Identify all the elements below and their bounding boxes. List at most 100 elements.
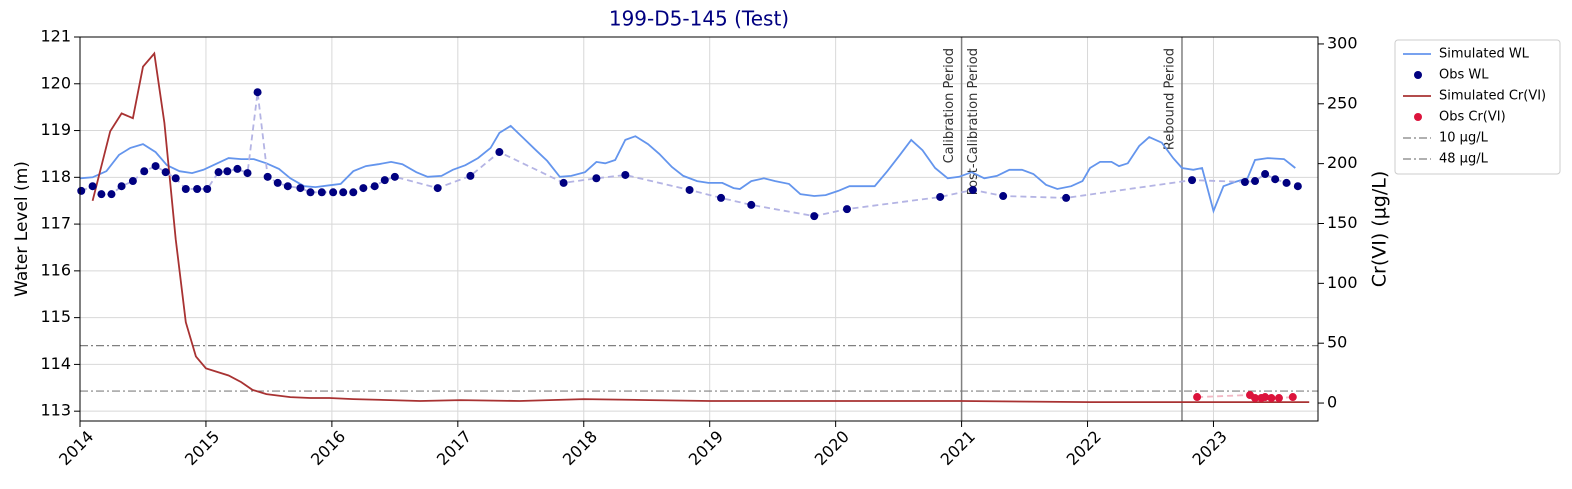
obs-point <box>1288 393 1297 402</box>
obs-point <box>317 188 326 197</box>
y2-tick-label: 150 <box>1327 213 1358 232</box>
y2-tick-label: 50 <box>1327 333 1347 352</box>
period-label: Post-Calibration Period <box>966 48 981 195</box>
x-tick-label: 2021 <box>937 427 979 469</box>
y-tick-label: 115 <box>40 307 71 326</box>
legend-label: 48 µg/L <box>1439 152 1489 167</box>
y-tick-label: 114 <box>40 354 71 373</box>
obs-point <box>203 185 212 194</box>
obs-point <box>128 177 137 186</box>
period-label: Rebound Period <box>1162 48 1177 150</box>
obs-point <box>214 168 223 177</box>
obs-point <box>161 168 170 177</box>
obs-point <box>968 185 977 194</box>
chart-title: 199-D5-145 (Test) <box>609 7 789 31</box>
obs-point <box>306 188 315 197</box>
obs-point <box>339 188 348 197</box>
obs-point <box>243 169 252 178</box>
y-tick-label: 113 <box>40 401 71 420</box>
x-tick-label: 2023 <box>1189 427 1231 469</box>
obs-point <box>223 167 232 176</box>
x-tick-label: 2020 <box>811 427 853 469</box>
obs-point <box>253 88 262 97</box>
obs-point <box>1267 394 1276 403</box>
legend-box <box>1394 39 1561 175</box>
y2-tick-label: 200 <box>1327 153 1358 172</box>
y-tick-label: 119 <box>40 120 71 139</box>
obs-point <box>390 172 399 181</box>
obs-point <box>97 190 106 199</box>
obs-point <box>380 176 389 185</box>
obs-point <box>1274 394 1283 403</box>
obs-point <box>273 178 282 187</box>
obs-point <box>621 170 630 179</box>
obs-point <box>88 182 97 191</box>
obs-point <box>233 164 242 173</box>
obs-point <box>999 192 1008 201</box>
legend-marker <box>1414 71 1422 79</box>
obs-point <box>140 167 149 176</box>
y-tick-label: 118 <box>40 167 71 186</box>
obs-point <box>107 190 116 199</box>
x-tick-label: 2018 <box>559 427 601 469</box>
obs-point <box>77 186 86 195</box>
obs-point <box>1293 182 1302 191</box>
obs-point <box>592 174 601 183</box>
y-tick-label: 120 <box>40 73 71 92</box>
obs-point <box>685 185 694 194</box>
legend-label: Simulated Cr(VI) <box>1439 89 1546 104</box>
y2-tick-label: 100 <box>1327 273 1358 292</box>
y2-axis-label: Cr(VI) (µg/L) <box>1369 171 1391 288</box>
obs-point <box>747 200 756 209</box>
x-tick-label: 2019 <box>685 427 727 469</box>
legend-label: 10 µg/L <box>1439 131 1489 146</box>
obs-point <box>466 171 475 180</box>
series-line <box>79 124 1296 214</box>
obs-point <box>370 182 379 191</box>
obs-point <box>1261 170 1270 179</box>
y2-tick-label: 0 <box>1327 393 1337 412</box>
obs-point <box>349 188 358 197</box>
obs-point <box>717 193 726 202</box>
obs-point <box>296 184 305 193</box>
obs-point <box>181 185 190 194</box>
y-tick-label: 116 <box>40 260 71 279</box>
x-tick-label: 2016 <box>307 427 349 469</box>
obs-point <box>810 212 819 221</box>
obs-point <box>433 184 442 193</box>
obs-point <box>263 172 272 181</box>
obs-point <box>151 162 160 171</box>
x-tick-label: 2017 <box>433 427 475 469</box>
plot-frame <box>79 36 1319 422</box>
obs-point <box>1251 394 1260 403</box>
obs-point <box>171 174 180 183</box>
legend-label: Simulated WL <box>1439 47 1530 62</box>
legend-label: Obs Cr(VI) <box>1439 110 1506 125</box>
y-tick-label: 117 <box>40 214 71 233</box>
obs-point <box>1261 393 1270 402</box>
x-tick-label: 2022 <box>1063 427 1105 469</box>
x-tick-label: 2015 <box>181 427 223 469</box>
obs-point <box>1062 193 1071 202</box>
legend-marker <box>1414 113 1422 121</box>
obs-point <box>1193 393 1202 402</box>
y-tick-label: 121 <box>40 27 71 46</box>
obs-point <box>1251 177 1260 186</box>
obs-point <box>842 205 851 214</box>
y-axis-label: Water Level (m) <box>12 161 32 297</box>
obs-point <box>1188 176 1197 185</box>
obs-point <box>1271 175 1280 184</box>
obs-point <box>117 182 126 191</box>
y2-tick-label: 300 <box>1327 33 1358 52</box>
obs-point <box>283 182 292 191</box>
x-tick-label: 2014 <box>55 427 97 469</box>
legend-label: Obs WL <box>1439 68 1489 83</box>
obs-point <box>1282 178 1291 187</box>
obs-connector <box>80 92 1299 218</box>
obs-point <box>193 185 202 194</box>
obs-point <box>1240 177 1249 186</box>
y2-tick-label: 250 <box>1327 93 1358 112</box>
period-label: Calibration Period <box>942 48 957 163</box>
obs-point <box>936 192 945 201</box>
